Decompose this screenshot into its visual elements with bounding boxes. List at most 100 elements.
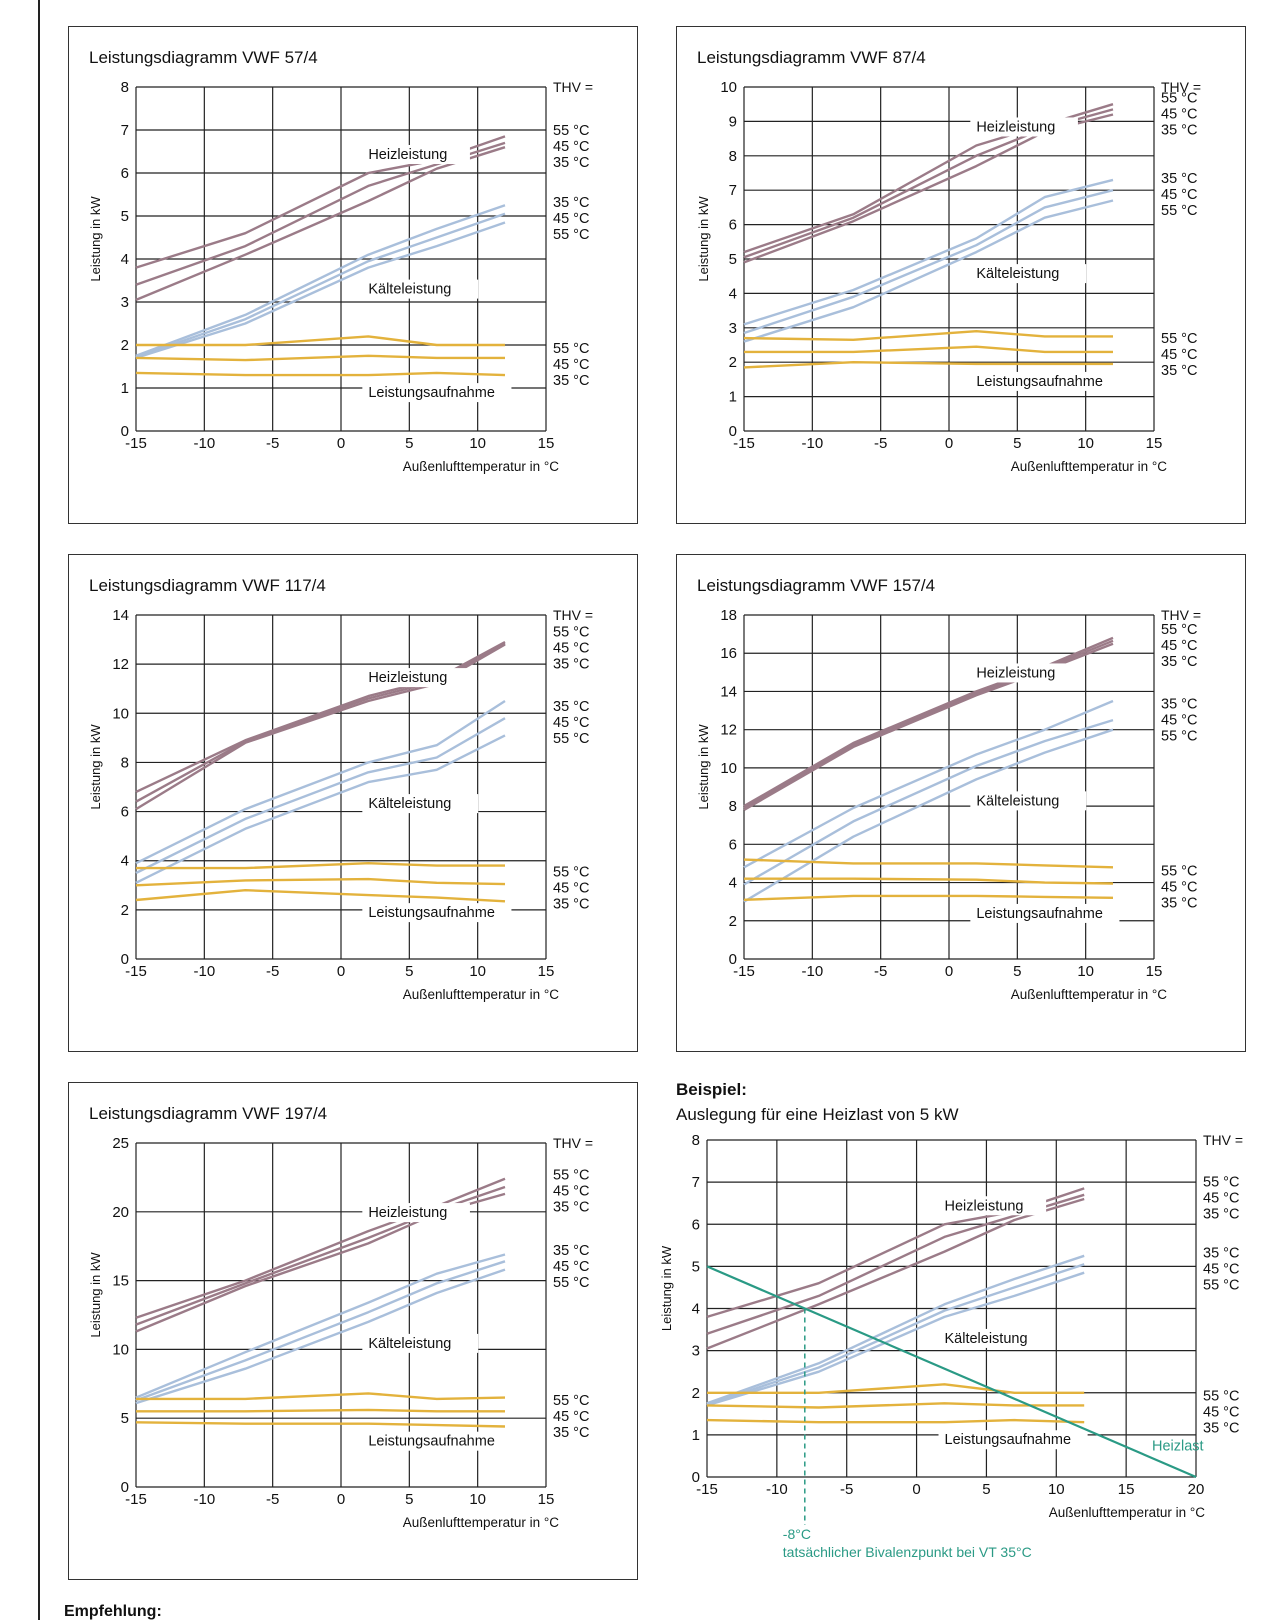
x-tick-label: 15 xyxy=(538,435,555,452)
y-tick-label: 10 xyxy=(112,705,129,722)
label-backdrop xyxy=(970,117,1078,137)
thv-temp-label: 35 °C xyxy=(553,699,589,715)
x-tick-label: 15 xyxy=(1118,1481,1135,1498)
x-tick-label: 15 xyxy=(538,1491,555,1508)
series-line xyxy=(706,1402,1085,1409)
x-tick-label: -5 xyxy=(266,963,279,980)
x-tick-label: 5 xyxy=(405,963,413,980)
x-tick-label: -15 xyxy=(125,1491,147,1508)
thv-temp-label: 45 °C xyxy=(553,1183,589,1199)
series-line xyxy=(135,877,506,887)
thv-temp-label: 45 °C xyxy=(553,211,589,227)
thv-temp-label: 35 °C xyxy=(553,1425,589,1441)
y-tick-label: 8 xyxy=(692,1132,700,1149)
label-backdrop xyxy=(362,668,470,688)
thv-temp-label: 35 °C xyxy=(1203,1420,1239,1436)
x-tick-label: 0 xyxy=(912,1481,920,1498)
x-axis-label: Außenlufttemperatur in °C xyxy=(403,459,559,474)
x-tick-label: 0 xyxy=(945,963,953,980)
thv-temp-label: 55 °C xyxy=(553,1167,589,1183)
y-tick-label: 4 xyxy=(692,1301,700,1318)
x-tick-label: -15 xyxy=(696,1481,718,1498)
thv-temp-label: 35 °C xyxy=(553,1199,589,1215)
thv-temp-label: 45 °C xyxy=(1161,347,1197,363)
series-line xyxy=(743,199,1114,343)
series-line xyxy=(135,354,505,362)
y-axis-label: Leistung in kW xyxy=(696,724,711,810)
x-tick-label: -5 xyxy=(874,963,887,980)
series-line xyxy=(136,1408,505,1413)
thv-temp-label: 55 °C xyxy=(553,864,589,880)
thv-label: THV = xyxy=(1203,1132,1243,1148)
thv-temp-label: 55 °C xyxy=(1161,864,1197,880)
thv-temp-label: 55 °C xyxy=(553,227,589,243)
x-tick-label: -15 xyxy=(733,435,755,452)
label-backdrop xyxy=(970,371,1120,391)
series-line xyxy=(706,1418,1085,1424)
y-tick-label: 3 xyxy=(729,320,737,337)
x-tick-label: -10 xyxy=(193,435,215,452)
label-backdrop xyxy=(362,1203,470,1223)
group-label-leistung: Leistungsaufnahme xyxy=(945,1432,1072,1448)
series-line xyxy=(135,204,506,357)
thv-temp-label: 55 °C xyxy=(553,731,589,747)
group-label-heiz: Heizleistung xyxy=(976,119,1055,135)
x-tick-label: -10 xyxy=(766,1481,788,1498)
group-label-kaelte: Kälteleistung xyxy=(976,793,1059,809)
group-label-heiz: Heizleistung xyxy=(368,1205,447,1221)
group-label-leistung: Leistungsaufnahme xyxy=(368,1434,495,1450)
x-tick-label: -15 xyxy=(125,963,147,980)
thv-temp-label: 35 °C xyxy=(553,373,589,389)
series-line xyxy=(743,894,1114,901)
thv-temp-label: 35 °C xyxy=(1161,696,1197,712)
series-line xyxy=(743,113,1114,264)
y-tick-label: 5 xyxy=(729,251,737,268)
x-tick-label: -15 xyxy=(125,435,147,452)
x-tick-label: 0 xyxy=(945,435,953,452)
x-axis-label: Außenlufttemperatur in °C xyxy=(1011,459,1167,474)
y-tick-label: 0 xyxy=(692,1469,700,1486)
series-line xyxy=(743,189,1114,335)
thv-temp-label: 35 °C xyxy=(1161,122,1197,138)
y-tick-label: 2 xyxy=(729,913,737,930)
group-label-kaelte: Kälteleistung xyxy=(368,796,451,812)
thv-temp-label: 55 °C xyxy=(1203,1388,1239,1404)
chart-svg-vwf-117: Leistungsdiagramm VWF 117/4 -15 -10 -5 0 5 10 1… xyxy=(88,576,593,1002)
y-tick-label: 6 xyxy=(121,165,129,182)
group-label-heiz: Heizleistung xyxy=(368,147,447,163)
series-line xyxy=(135,1268,506,1405)
bivalence-value-label: -8°C xyxy=(783,1526,811,1542)
series-line xyxy=(743,639,1114,810)
y-tick-label: 2 xyxy=(121,337,129,354)
y-tick-label: 7 xyxy=(729,182,737,199)
y-tick-label: 1 xyxy=(729,389,737,406)
y-axis-label: Leistung in kW xyxy=(88,196,103,282)
series-line xyxy=(743,728,1114,903)
thv-label: THV = xyxy=(553,79,593,95)
x-tick-label: 10 xyxy=(1077,435,1094,452)
series-line xyxy=(136,862,505,870)
label-backdrop xyxy=(362,279,479,299)
chart-svg-vwf-197: Leistungsdiagramm VWF 197/4 -15 -10 -5 0 5 10 1… xyxy=(88,1104,593,1530)
thv-label: THV = xyxy=(1161,607,1201,623)
x-tick-label: 0 xyxy=(337,963,345,980)
y-axis-label: Leistung in kW xyxy=(88,724,103,810)
label-backdrop xyxy=(938,1430,1088,1450)
chart-panel-vwf-117: Leistungsdiagramm VWF 117/4 -15 -10 -5 0 5 10 1… xyxy=(68,554,638,1052)
y-tick-label: 16 xyxy=(720,645,737,662)
series-line xyxy=(743,636,1114,808)
thv-temp-label: 45 °C xyxy=(1161,187,1197,203)
x-tick-label: 10 xyxy=(1048,1481,1065,1498)
y-tick-label: 2 xyxy=(121,902,129,919)
y-tick-label: 10 xyxy=(720,79,737,96)
thv-temp-label: 45 °C xyxy=(1203,1191,1239,1207)
series-line xyxy=(743,361,1113,369)
y-tick-label: 5 xyxy=(121,208,129,225)
y-tick-label: 1 xyxy=(692,1427,700,1444)
chart-panel-vwf-87: Leistungsdiagramm VWF 87/4 -15 -10 -5 0 5 10 15… xyxy=(676,26,1246,524)
label-backdrop xyxy=(362,903,512,923)
series-line xyxy=(706,1254,1085,1405)
series-line xyxy=(135,1185,506,1326)
x-tick-label: -5 xyxy=(266,435,279,452)
thv-temp-label: 35 °C xyxy=(1203,1245,1239,1261)
